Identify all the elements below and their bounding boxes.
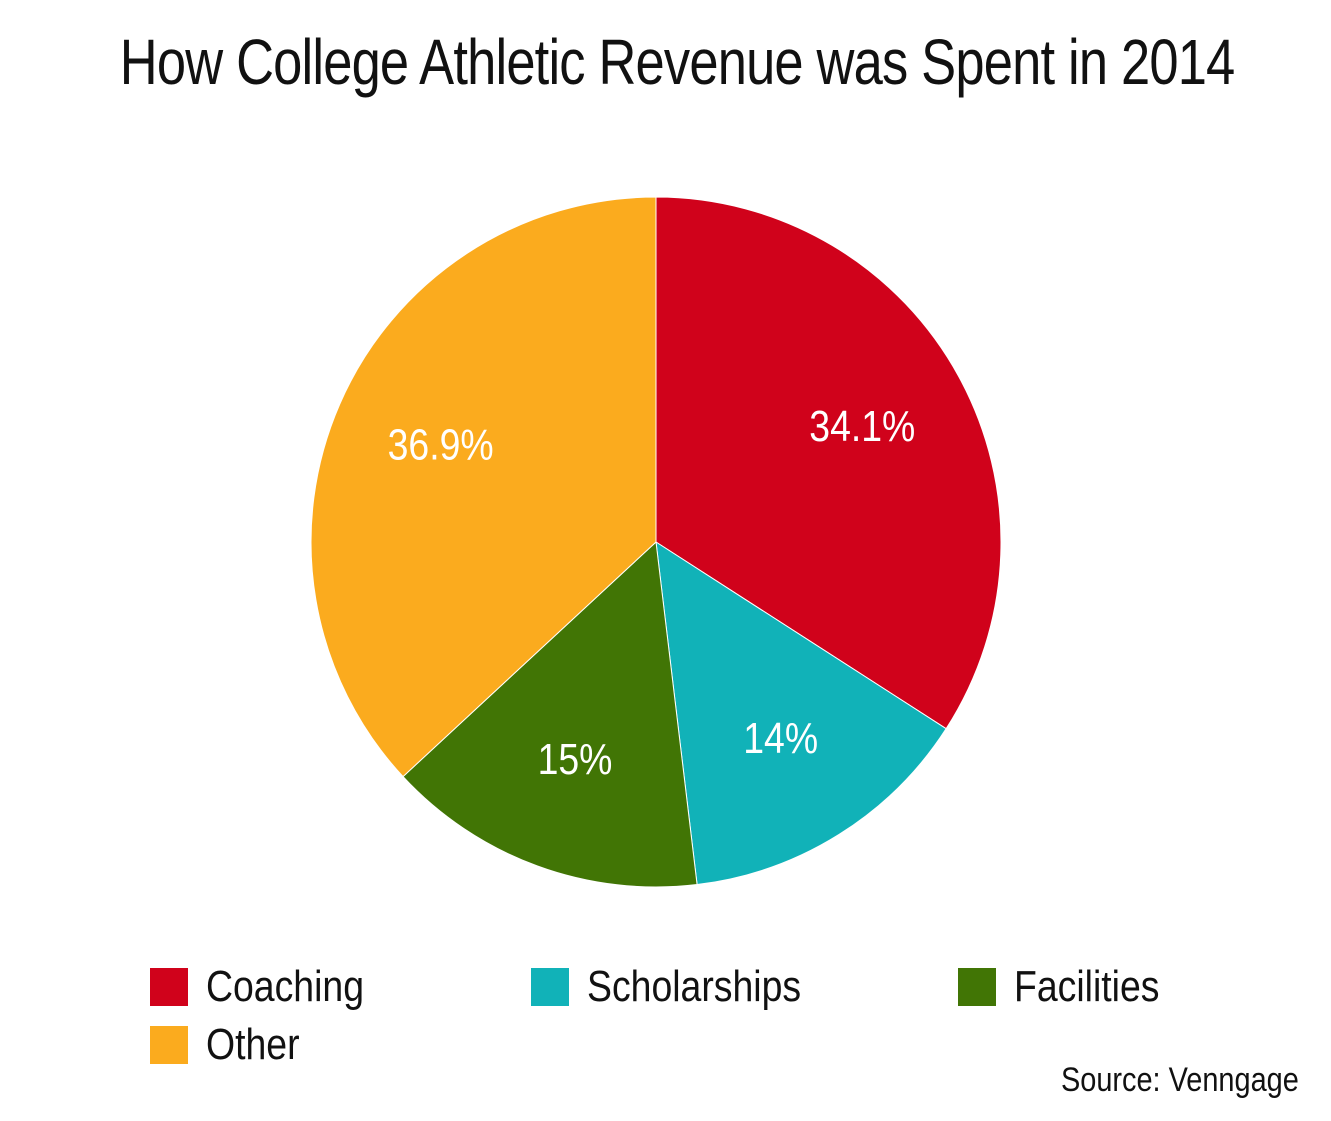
- pie-labels: 34.1% 14% 15% 36.9%: [388, 401, 916, 784]
- legend-item-facilities: Facilities: [958, 962, 1185, 1012]
- pie-label-other: 36.9%: [388, 420, 494, 470]
- legend-item-coaching: Coaching: [150, 962, 392, 1012]
- pie-slice-scholarships: [655, 541, 947, 886]
- legend-swatch-facilities: [958, 968, 996, 1006]
- legend-swatch-coaching: [150, 968, 188, 1006]
- pie-slice-other: [310, 196, 657, 778]
- legend-label-coaching: Coaching: [206, 962, 365, 1011]
- legend-swatch-scholarships: [531, 968, 569, 1006]
- legend-item-scholarships: Scholarships: [531, 962, 839, 1012]
- pie-slices: [310, 196, 1002, 888]
- pie-label-scholarships: 14%: [743, 713, 818, 763]
- pie-label-coaching: 34.1%: [809, 401, 915, 451]
- legend-swatch-other: [150, 1026, 188, 1064]
- legend-label-facilities: Facilities: [1014, 962, 1160, 1011]
- legend-label-other: Other: [206, 1020, 300, 1069]
- pie-slice-coaching: [655, 196, 1002, 730]
- pie-label-facilities: 15%: [538, 734, 613, 784]
- legend-item-other: Other: [150, 1020, 316, 1070]
- pie-slice-facilities: [402, 540, 698, 888]
- legend-label-scholarships: Scholarships: [587, 962, 802, 1011]
- source-note: Source: Venngage: [1061, 1061, 1299, 1099]
- chart-title: How College Athletic Revenue was Spent i…: [119, 26, 1235, 98]
